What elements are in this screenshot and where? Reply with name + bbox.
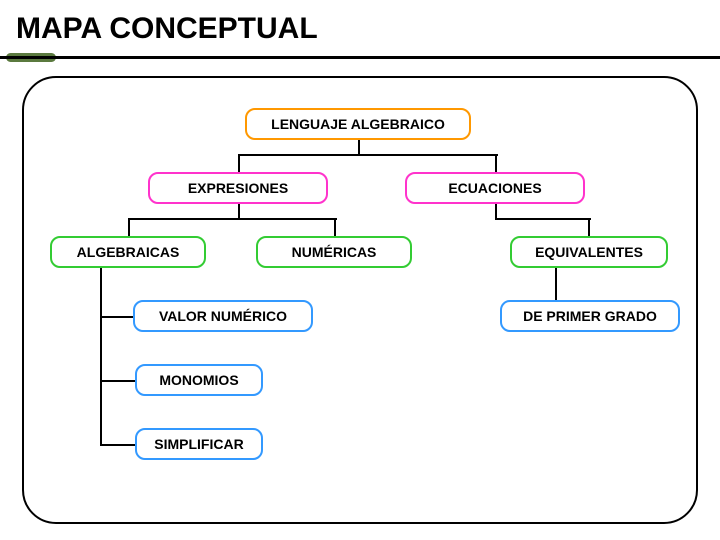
node-ecuaciones: ECUACIONES xyxy=(405,172,585,204)
node-label: EXPRESIONES xyxy=(188,180,288,196)
connector xyxy=(358,140,360,154)
connector xyxy=(495,204,497,218)
node-expresiones: EXPRESIONES xyxy=(148,172,328,204)
node-simplificar: SIMPLIFICAR xyxy=(135,428,263,460)
connector xyxy=(100,316,135,318)
connector xyxy=(238,154,240,172)
connector xyxy=(100,380,137,382)
node-algebraicas: ALGEBRAICAS xyxy=(50,236,206,268)
connector xyxy=(100,268,102,444)
connector xyxy=(238,204,240,218)
connector xyxy=(588,218,590,236)
node-label: EQUIVALENTES xyxy=(535,244,643,260)
node-label: SIMPLIFICAR xyxy=(154,436,243,452)
node-label: ECUACIONES xyxy=(448,180,541,196)
node-equivalentes: EQUIVALENTES xyxy=(510,236,668,268)
node-valornum: VALOR NUMÉRICO xyxy=(133,300,313,332)
title-underline xyxy=(0,56,720,59)
connector xyxy=(128,218,337,220)
connector xyxy=(128,218,130,236)
connector xyxy=(495,154,497,172)
node-numericas: NUMÉRICAS xyxy=(256,236,412,268)
node-root: LENGUAJE ALGEBRAICO xyxy=(245,108,471,140)
node-label: NUMÉRICAS xyxy=(292,244,377,260)
node-label: MONOMIOS xyxy=(159,372,238,388)
connector xyxy=(238,154,498,156)
node-label: ALGEBRAICAS xyxy=(77,244,180,260)
node-label: DE PRIMER GRADO xyxy=(523,308,657,324)
connector xyxy=(334,218,336,236)
connector xyxy=(100,444,137,446)
page-title: MAPA CONCEPTUAL xyxy=(16,12,318,46)
node-primergrado: DE PRIMER GRADO xyxy=(500,300,680,332)
node-label: LENGUAJE ALGEBRAICO xyxy=(271,116,445,132)
connector xyxy=(495,218,591,220)
node-monomios: MONOMIOS xyxy=(135,364,263,396)
node-label: VALOR NUMÉRICO xyxy=(159,308,287,324)
